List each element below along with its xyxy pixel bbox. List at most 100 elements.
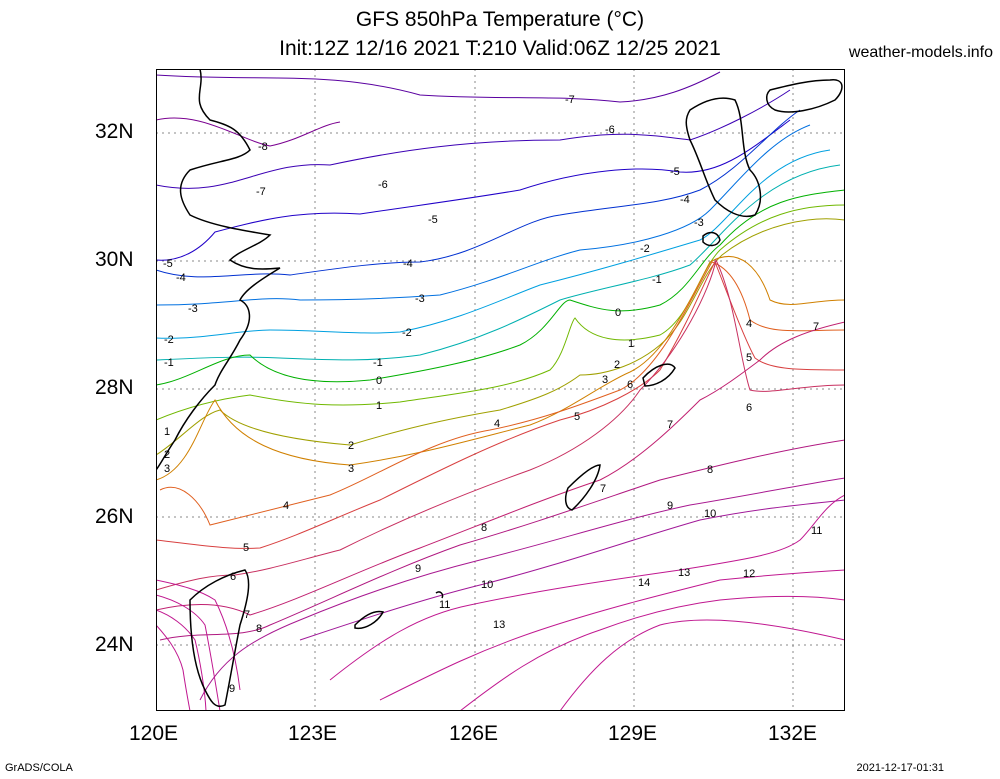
footer-timestamp: 2021-12-17-01:31 xyxy=(856,762,944,774)
contour-label: 9 xyxy=(229,683,235,695)
contour-label: 4 xyxy=(494,418,500,430)
contour-label: 6 xyxy=(230,571,236,583)
isotherm-taiwan-c xyxy=(156,609,207,711)
contour-label: 8 xyxy=(707,464,713,476)
contour-label: 1 xyxy=(376,400,382,412)
kyushu xyxy=(685,97,762,217)
contour-label: 1 xyxy=(628,338,634,350)
site-credit[interactable]: weather-models.info xyxy=(848,44,993,61)
isotherm-1 xyxy=(156,204,845,421)
contour-label: 9 xyxy=(667,500,673,512)
contour-label: 6 xyxy=(746,402,752,414)
honshu-shikoku xyxy=(765,79,843,113)
isotherm-m2 xyxy=(156,149,831,339)
contour-label: -4 xyxy=(176,272,186,284)
contour-label: 7 xyxy=(600,483,606,495)
contour-label: 8 xyxy=(481,522,487,534)
contour-labels: -7 -8 -7 -6 -6 -5 -5 -5 -4 -4 -4 -3 -3 -… xyxy=(163,94,822,695)
isotherm-taiwan-d xyxy=(156,624,191,711)
contour-label: 13 xyxy=(493,619,505,631)
isotherm-m5 xyxy=(156,119,791,261)
yakushima xyxy=(702,231,721,247)
isotherm-m4 xyxy=(156,109,801,278)
contour-label: -5 xyxy=(670,166,680,178)
lon-label-129e: 129E xyxy=(608,722,658,745)
isotherm-10 xyxy=(299,499,845,641)
isotherm-8 xyxy=(159,439,845,641)
isotherm-0 xyxy=(156,189,845,386)
isotherm-12 xyxy=(379,569,845,701)
contour-label: -6 xyxy=(378,179,388,191)
coastlines xyxy=(156,69,843,707)
contour-label: -4 xyxy=(403,258,413,270)
contour-label: -7 xyxy=(256,186,266,198)
lon-label-123e: 123E xyxy=(288,722,338,745)
lon-label-120e: 120E xyxy=(129,722,179,745)
contour-label: 9 xyxy=(415,563,421,575)
lat-label-26n: 26N xyxy=(95,505,134,528)
contour-label: 4 xyxy=(283,500,289,512)
contour-label: -2 xyxy=(640,243,650,255)
contour-label: 4 xyxy=(746,318,752,330)
contour-label: -8 xyxy=(258,141,268,153)
contour-label: 14 xyxy=(638,577,650,589)
isotherm-9 xyxy=(199,477,845,701)
amami xyxy=(642,363,676,387)
contour-label: 13 xyxy=(678,567,690,579)
contour-label: 0 xyxy=(376,375,382,387)
isotherm-2 xyxy=(156,218,845,456)
isotherm-13 xyxy=(459,595,845,711)
isotherm-6 xyxy=(156,258,845,591)
contour-label: 7 xyxy=(813,321,819,333)
contour-label: 3 xyxy=(602,374,608,386)
contour-label: -3 xyxy=(415,293,425,305)
china-coast xyxy=(156,69,281,471)
lat-label-24n: 24N xyxy=(95,633,134,656)
taiwan xyxy=(189,569,250,707)
footer-software: GrADS/COLA xyxy=(5,762,73,774)
contour-label: 2 xyxy=(614,359,620,371)
contour-label: 7 xyxy=(667,419,673,431)
contour-label: -7 xyxy=(565,94,575,106)
contour-label: -1 xyxy=(652,274,662,286)
contour-label: 10 xyxy=(481,579,493,591)
contour-label: 5 xyxy=(574,411,580,423)
contour-label: 5 xyxy=(243,542,249,554)
contour-label: 3 xyxy=(348,463,354,475)
isotherm-3 xyxy=(156,256,845,481)
lon-label-126e: 126E xyxy=(449,722,499,745)
contour-label: -2 xyxy=(164,334,174,346)
lat-label-30n: 30N xyxy=(95,248,134,271)
contour-label: 8 xyxy=(256,623,262,635)
contour-label: -5 xyxy=(163,258,173,270)
contour-label: -3 xyxy=(188,303,198,315)
contour-label: -1 xyxy=(373,357,383,369)
contour-label: 6 xyxy=(627,379,633,391)
isotherm-11 xyxy=(329,494,845,681)
contour-label: -1 xyxy=(164,357,174,369)
isotherm-taiwan-b xyxy=(156,594,221,711)
okinawa xyxy=(564,464,601,511)
contour-label: -3 xyxy=(694,217,704,229)
map-title: GFS 850hPa Temperature (°C) xyxy=(355,8,645,31)
isotherm-14 xyxy=(559,619,845,711)
contour-label: 7 xyxy=(244,609,250,621)
lat-label-32n: 32N xyxy=(95,120,134,143)
contour-label: -5 xyxy=(428,214,438,226)
ishigaki xyxy=(354,610,385,630)
lat-label-28n: 28N xyxy=(95,376,134,399)
plot-frame xyxy=(156,69,845,711)
contour-label: 5 xyxy=(746,352,752,364)
contour-label: 12 xyxy=(743,568,755,580)
contour-label: -2 xyxy=(402,327,412,339)
map-subtitle: Init:12Z 12/16 2021 T:210 Valid:06Z 12/2… xyxy=(279,37,721,60)
isotherm-5 xyxy=(156,260,845,549)
contour-label: -4 xyxy=(680,194,690,206)
isotherm-m7 xyxy=(156,71,721,103)
contour-label: 11 xyxy=(439,599,450,611)
isotherm-7 xyxy=(156,321,845,616)
contour-label: 3 xyxy=(164,463,170,475)
contour-label: 2 xyxy=(164,449,170,461)
